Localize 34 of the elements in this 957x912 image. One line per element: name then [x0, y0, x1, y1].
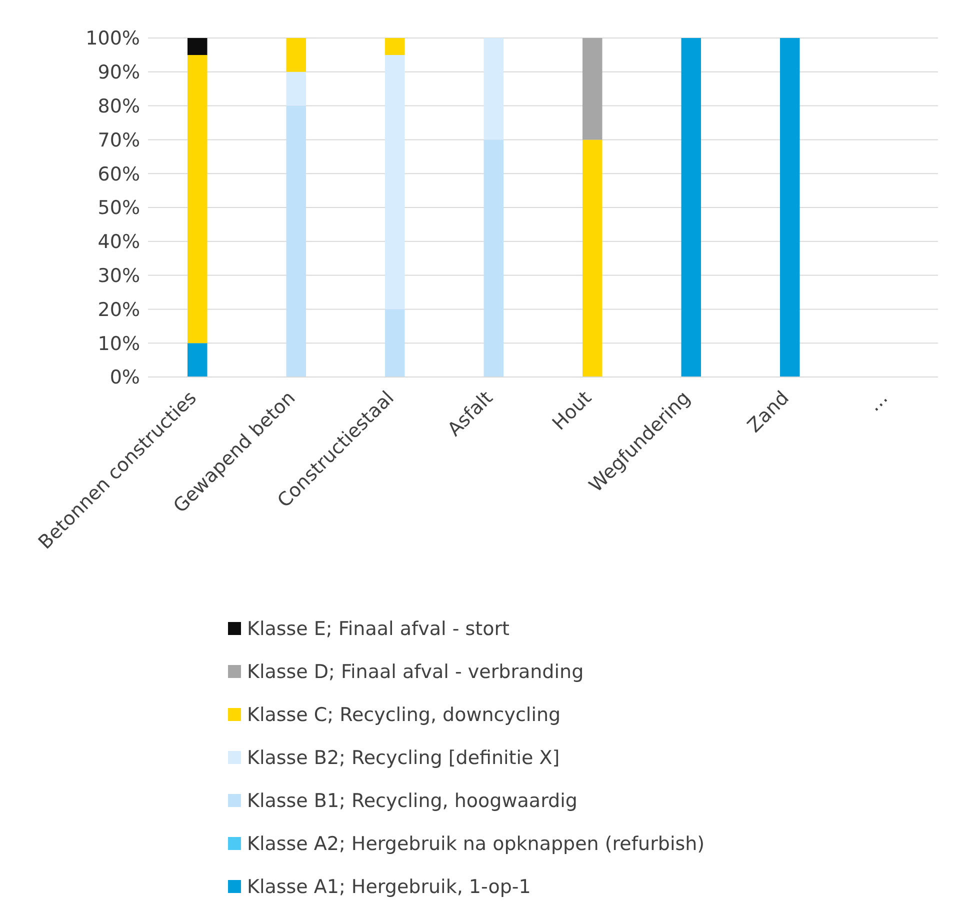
bar [780, 38, 800, 377]
y-tick-label: 90% [98, 62, 140, 84]
legend-label: Klasse E; Finaal afval - stort [247, 618, 510, 640]
y-tick-label: 60% [98, 163, 140, 186]
y-tick-label: 10% [98, 332, 140, 355]
bar [484, 38, 504, 140]
bar [582, 140, 602, 377]
bar [188, 54, 208, 344]
legend-label: Klasse B1; Recycling, hoogwaardig [247, 790, 578, 812]
bar [582, 38, 602, 140]
y-tick-label: 70% [98, 129, 140, 152]
y-tick-label: 0% [110, 366, 140, 389]
x-tick-label: … [863, 386, 892, 416]
bar [286, 38, 306, 72]
legend-label: Klasse A2; Hergebruik na opknappen (refurbish) [247, 832, 705, 854]
legend-label: Klasse C; Recycling, downcycling [247, 704, 561, 726]
legend-label: Klasse D; Finaal afval - verbranding [247, 660, 584, 682]
y-tick-label: 100% [86, 28, 140, 50]
y-tick-label: 40% [98, 231, 140, 254]
y-tick-label: 50% [98, 197, 140, 220]
y-tick-label: 30% [98, 265, 140, 288]
legend-label: Klasse A1; Hergebruik, 1-op-1 [247, 876, 531, 898]
bar [286, 72, 306, 106]
y-tick-label: 80% [98, 96, 140, 118]
y-tick-label: 20% [98, 298, 140, 321]
bar [286, 106, 306, 377]
bar [681, 38, 701, 377]
bar [188, 343, 208, 377]
bar [385, 309, 405, 377]
bar [484, 140, 504, 377]
legend-label: Klasse B2; Recycling [definitie X] [247, 746, 560, 768]
bar [188, 38, 208, 55]
bar [385, 38, 405, 55]
bar [385, 54, 405, 310]
